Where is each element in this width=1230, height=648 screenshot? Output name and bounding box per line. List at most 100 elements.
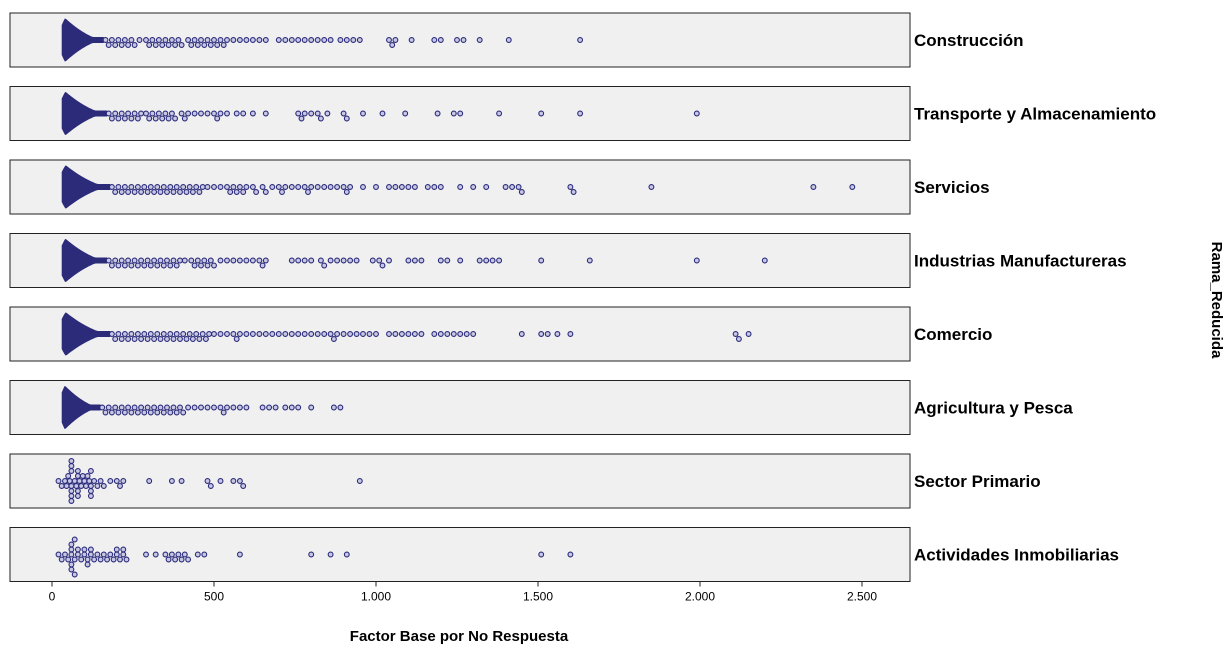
- data-point: [81, 546, 88, 553]
- data-point: [74, 551, 81, 558]
- data-point: [178, 478, 185, 484]
- data-point: [408, 37, 415, 43]
- data-point: [201, 257, 208, 264]
- data-point: [301, 110, 308, 117]
- data-point: [58, 483, 65, 489]
- data-point: [217, 110, 224, 117]
- data-point: [327, 331, 334, 337]
- data-point: [143, 110, 149, 117]
- data-point: [154, 184, 161, 190]
- data-point: [340, 331, 347, 337]
- data-point: [177, 189, 183, 195]
- data-point: [99, 404, 106, 411]
- data-point: [376, 257, 383, 264]
- panel-label: Construcción: [914, 31, 1024, 50]
- x-axis: 0 500 1.000 1.500 2.000 2.500: [49, 581, 877, 604]
- data-point: [567, 184, 574, 190]
- data-point: [230, 37, 237, 43]
- data-point: [496, 257, 503, 264]
- data-point: [143, 551, 149, 558]
- data-point: [177, 336, 183, 342]
- data-point: [327, 37, 334, 43]
- data-point: [74, 488, 81, 494]
- data-point: [71, 536, 78, 543]
- data-point: [360, 110, 366, 117]
- data-point: [115, 331, 122, 337]
- data-point: [437, 184, 444, 190]
- data-point: [125, 110, 132, 117]
- data-point: [121, 409, 128, 416]
- data-point: [185, 404, 192, 411]
- data-point: [149, 37, 156, 43]
- data-point: [392, 184, 399, 190]
- data-point: [193, 184, 200, 190]
- x-ticks: 0 500 1.000 1.500 2.000 2.500: [49, 581, 877, 604]
- data-point: [84, 561, 91, 568]
- data-point: [211, 404, 217, 411]
- data-point: [162, 110, 169, 117]
- data-point: [476, 37, 483, 43]
- y-axis-title: Rama_Reducida: [1208, 242, 1225, 359]
- panel-label: Transporte y Almacenamiento: [914, 105, 1156, 124]
- data-point: [118, 257, 125, 264]
- data-point: [373, 331, 379, 337]
- data-point: [58, 556, 65, 563]
- data-point: [68, 561, 75, 568]
- data-point: [732, 331, 739, 337]
- data-point: [178, 110, 185, 117]
- x-tick-label: 2.500: [847, 590, 877, 604]
- data-point: [249, 110, 256, 117]
- data-point: [386, 257, 392, 264]
- data-point: [134, 262, 141, 269]
- data-point: [105, 42, 112, 48]
- data-point: [191, 37, 198, 43]
- data-point: [173, 409, 180, 416]
- data-point: [217, 478, 224, 484]
- data-point: [104, 556, 111, 563]
- data-point: [269, 331, 276, 337]
- data-point: [240, 483, 247, 489]
- data-point: [334, 184, 341, 190]
- panel-label: Actividades Inmobiliarias: [914, 546, 1119, 565]
- data-point: [115, 409, 122, 416]
- data-point: [282, 404, 289, 411]
- data-point: [321, 262, 328, 269]
- data-point: [78, 483, 85, 489]
- data-point: [745, 331, 752, 337]
- data-point: [224, 404, 230, 411]
- data-point: [334, 331, 341, 337]
- data-point: [450, 331, 457, 337]
- data-point: [249, 257, 256, 264]
- data-point: [295, 404, 302, 411]
- data-point: [272, 404, 279, 411]
- data-point: [282, 37, 289, 43]
- data-point: [544, 331, 551, 337]
- data-point: [146, 478, 153, 484]
- data-point: [94, 551, 101, 558]
- data-point: [128, 115, 135, 122]
- data-point: [253, 189, 260, 195]
- data-point: [144, 189, 151, 195]
- data-point: [118, 110, 125, 117]
- data-point: [577, 37, 584, 43]
- panel-label: Comercio: [914, 325, 992, 344]
- data-point: [317, 115, 324, 122]
- data-point: [505, 37, 512, 43]
- data-point: [648, 184, 655, 190]
- data-point: [321, 37, 328, 43]
- data-point: [236, 184, 243, 190]
- panel-0: Construcción: [9, 12, 1024, 68]
- panel-label: Industrias Manufactureras: [914, 252, 1127, 271]
- data-point: [71, 556, 78, 563]
- data-point: [94, 483, 101, 489]
- data-point: [233, 189, 240, 195]
- x-tick-label: 1.500: [523, 590, 553, 604]
- data-point: [314, 184, 321, 190]
- panel-4: Comercio: [9, 306, 992, 362]
- data-point: [160, 184, 167, 190]
- panel-6: Sector Primario: [9, 453, 1041, 509]
- data-point: [207, 42, 214, 48]
- data-point: [343, 189, 350, 195]
- data-point: [314, 110, 321, 117]
- data-point: [157, 404, 164, 411]
